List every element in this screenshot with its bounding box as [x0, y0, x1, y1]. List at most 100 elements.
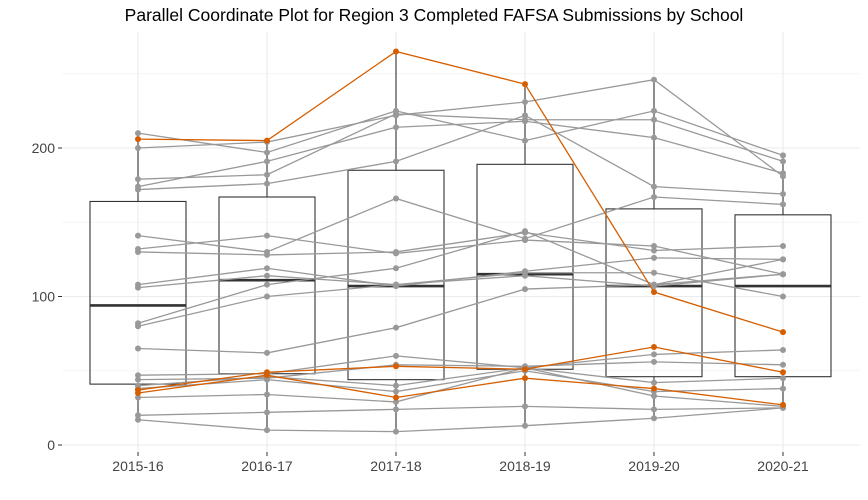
data-point: [780, 329, 786, 336]
data-point: [264, 171, 270, 178]
data-point: [135, 412, 141, 419]
data-point: [135, 284, 141, 291]
x-tick-label: 2015-16: [112, 458, 164, 474]
data-point: [522, 375, 528, 382]
data-point: [135, 176, 141, 183]
data-point: [651, 358, 657, 365]
data-point: [780, 191, 786, 198]
data-point: [780, 385, 786, 392]
data-point: [393, 265, 399, 272]
data-point: [522, 286, 528, 293]
data-point: [393, 398, 399, 405]
data-point: [135, 232, 141, 239]
data-point: [522, 137, 528, 144]
data-point: [264, 281, 270, 288]
data-point: [393, 248, 399, 255]
data-point: [264, 409, 270, 416]
data-point: [393, 406, 399, 413]
data-point: [522, 272, 528, 279]
data-point: [780, 201, 786, 208]
data-point: [651, 183, 657, 190]
y-tick-label: 200: [32, 140, 56, 156]
data-point: [522, 237, 528, 244]
data-point: [780, 361, 786, 368]
data-point: [264, 137, 270, 144]
data-point: [135, 394, 141, 401]
data-point: [522, 81, 528, 88]
series-line: [137, 273, 784, 354]
data-point: [651, 194, 657, 201]
data-point: [264, 391, 270, 398]
data-point: [135, 416, 141, 423]
x-tick-label: 2020-21: [757, 458, 809, 474]
series-line: [137, 113, 784, 180]
x-tick-label: 2016-17: [241, 458, 293, 474]
data-point: [135, 130, 141, 137]
data-point: [780, 375, 786, 382]
data-point: [651, 243, 657, 250]
series-line: [137, 79, 784, 177]
data-point: [651, 281, 657, 288]
data-point: [522, 366, 528, 373]
data-point: [651, 385, 657, 392]
data-point: [651, 76, 657, 83]
series-line: [137, 349, 784, 376]
data-point: [264, 372, 270, 379]
series-line: [137, 196, 784, 253]
data-point: [651, 134, 657, 141]
data-point: [651, 289, 657, 296]
data-point: [264, 265, 270, 272]
data-point: [780, 170, 786, 177]
box-body: [605, 208, 703, 378]
data-point: [264, 158, 270, 165]
axis-layer: 0 100 200 2015-16 2016-17 2017-18 2018-19 2019-…: [32, 140, 809, 474]
data-point: [780, 152, 786, 159]
series-line: [137, 114, 784, 195]
data-point: [135, 376, 141, 383]
series-layer: [137, 50, 784, 433]
data-point: [522, 118, 528, 125]
data-point: [135, 145, 141, 151]
data-point: [651, 415, 657, 422]
data-point: [393, 281, 399, 288]
data-point: [264, 376, 270, 383]
data-point: [135, 323, 141, 330]
data-point: [135, 248, 141, 255]
data-point: [651, 379, 657, 386]
data-point: [393, 382, 399, 389]
chart-title: Parallel Coordinate Plot for Region 3 Co…: [124, 5, 744, 25]
data-point: [393, 428, 399, 435]
series-line: [137, 405, 784, 416]
data-point: [522, 112, 528, 119]
data-point: [522, 228, 528, 235]
data-point: [393, 363, 399, 370]
data-point: [393, 158, 399, 165]
series-line: [137, 234, 784, 275]
data-point: [651, 254, 657, 261]
data-point: [522, 403, 528, 410]
series-line: [137, 346, 784, 391]
series-line: [137, 272, 784, 298]
data-point: [264, 251, 270, 258]
data-point: [393, 388, 399, 395]
series-line: [137, 273, 784, 327]
data-point: [780, 293, 786, 300]
data-point: [651, 116, 657, 123]
data-point: [393, 195, 399, 202]
data-point: [651, 351, 657, 358]
y-tick-label: 100: [32, 289, 56, 305]
series-line: [137, 230, 784, 324]
series-line: [137, 50, 784, 333]
data-point: [264, 149, 270, 156]
data-point: [651, 392, 657, 399]
data-point: [135, 186, 141, 193]
series-line: [137, 407, 784, 433]
series-line: [137, 231, 784, 256]
data-point: [393, 124, 399, 131]
data-point: [780, 243, 786, 250]
data-point: [651, 247, 657, 254]
series-line: [137, 110, 784, 157]
x-tick-label: 2018-19: [499, 458, 551, 474]
data-point: [264, 180, 270, 187]
